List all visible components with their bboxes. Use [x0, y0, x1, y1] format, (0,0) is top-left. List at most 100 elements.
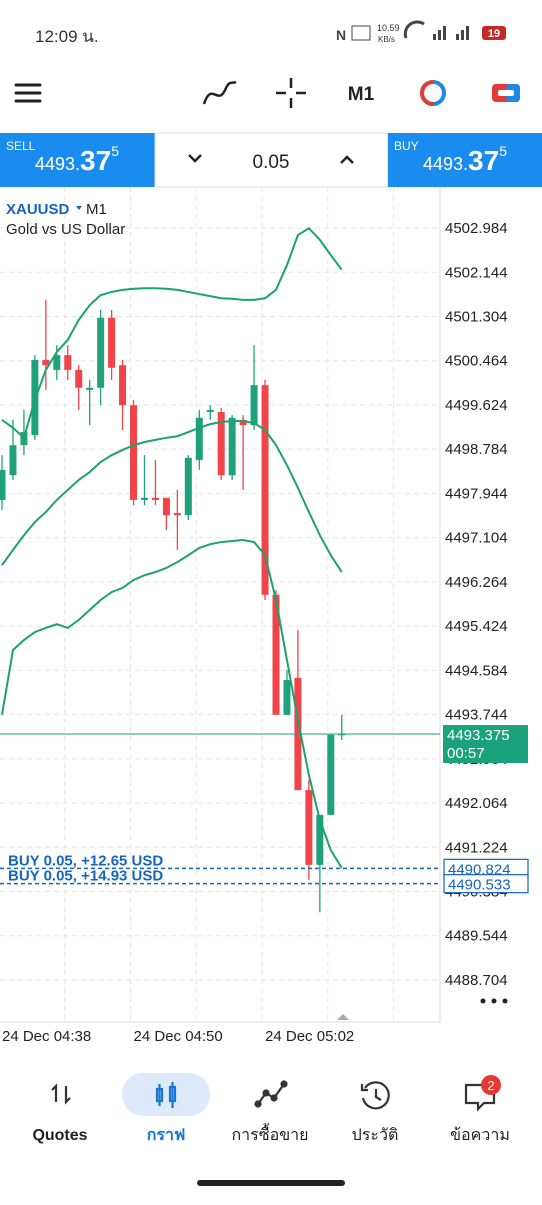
y-tick-label: 4502.984 [445, 220, 508, 237]
y-tick-label: 4494.584 [445, 662, 508, 679]
x-tick-label: 24 Dec 04:38 [2, 1028, 91, 1045]
badge-count: 2 [487, 1078, 494, 1093]
y-tick-label: 4497.944 [445, 485, 508, 502]
status-icons: N [336, 20, 506, 43]
candle-body [53, 355, 61, 370]
trade-icon [254, 1080, 288, 1108]
indicators-button[interactable] [202, 80, 237, 105]
candle-body [86, 387, 94, 390]
candle-body [261, 385, 269, 595]
y-tick-label: 4492.064 [445, 795, 508, 812]
grid [0, 187, 440, 1022]
candle-body [151, 497, 159, 500]
battery-level: 19 [488, 28, 500, 40]
symbol[interactable]: XAUUSD [6, 201, 70, 218]
y-tick-label: 4493.744 [445, 707, 508, 724]
band-line [1, 226, 343, 440]
trade-button[interactable] [420, 80, 446, 106]
band-line [1, 538, 343, 869]
position-label: BUY 0.05, +12.65 USD [8, 852, 163, 869]
sell-button[interactable] [0, 133, 155, 187]
quotes-icon [51, 1083, 71, 1105]
buy-button[interactable] [388, 133, 542, 187]
y-tick-label: 4502.144 [445, 264, 508, 281]
current-price-tag [443, 725, 528, 764]
position-label: BUY 0.05, +14.93 USD [8, 868, 163, 885]
y-tick-label: 4498.784 [445, 441, 508, 458]
nav-label[interactable]: Quotes [32, 1127, 87, 1144]
volume-down[interactable] [188, 154, 202, 163]
menu-button[interactable] [14, 83, 42, 103]
candle-body [140, 497, 148, 500]
x-tick-label: 24 Dec 04:50 [134, 1028, 223, 1045]
chart-timeframe: M1 [86, 201, 107, 218]
candle-body [173, 513, 181, 516]
axes: 4488.7044489.5444490.3844491.2244492.064… [2, 220, 508, 1045]
x-tick-label: 24 Dec 05:02 [265, 1028, 354, 1045]
chart-icon [155, 1082, 177, 1108]
candle-body [272, 594, 280, 715]
timeframe-button[interactable]: M1 [348, 84, 375, 105]
volume[interactable]: 0.05 [253, 152, 290, 173]
candle-body [184, 457, 192, 516]
y-tick-label: 4496.264 [445, 574, 508, 591]
candle-body [316, 814, 324, 865]
sell-price: 4493.375 [35, 143, 119, 176]
home-indicator [197, 1180, 345, 1186]
badge [481, 1075, 501, 1095]
y-tick-label: 4491.224 [445, 839, 508, 856]
y-tick-label: 4497.104 [445, 530, 508, 547]
shift-marker [337, 1014, 349, 1020]
symbol-dropdown[interactable] [76, 206, 82, 210]
current-price-label: 4493.375 [447, 727, 510, 744]
plot [0, 226, 346, 913]
candle-body [108, 317, 116, 368]
nav-label[interactable]: ประวัติ [352, 1127, 399, 1144]
y-tick-label: 4499.624 [445, 397, 508, 414]
symbol-description: Gold vs US Dollar [6, 221, 125, 238]
buy-label: BUY [394, 139, 419, 153]
candle-body [64, 355, 72, 370]
candle-body [217, 412, 225, 476]
candle-body [162, 497, 170, 516]
buy-price-sup: 5 [499, 143, 507, 159]
sell-price-sup: 5 [111, 143, 119, 159]
nav-label[interactable]: การซื้อขาย [231, 1123, 308, 1144]
buy-price: 4493.375 [423, 143, 507, 176]
sell-price-big: 37 [80, 145, 111, 176]
candle-body [206, 409, 214, 413]
nav-label[interactable]: ข้อความ [450, 1126, 510, 1144]
candle-body [250, 385, 258, 426]
sell-label: SELL [6, 139, 36, 153]
candle-body [130, 405, 138, 500]
more-button[interactable] [480, 998, 508, 1004]
history-icon [360, 1081, 390, 1110]
band-line [1, 419, 343, 573]
volume-up[interactable] [340, 155, 354, 164]
buy-price-big: 37 [468, 145, 499, 176]
y-tick-label: 4495.424 [445, 618, 508, 635]
candle-body [283, 680, 291, 715]
candle-body [0, 469, 6, 500]
buy-price-prefix: 4493. [423, 154, 468, 174]
candle-body [327, 734, 335, 815]
y-tick-label: 4500.464 [445, 353, 508, 370]
candle-body [75, 369, 83, 388]
y-tick-label: 4489.544 [445, 928, 508, 945]
candle-body [42, 359, 50, 366]
position-tag [443, 874, 529, 894]
candle-body [195, 417, 203, 460]
y-tick-label: 4488.704 [445, 972, 508, 989]
y-tick-label: 4501.304 [445, 308, 508, 325]
nav-label[interactable]: กราฟ [147, 1127, 186, 1144]
candle-body [305, 790, 313, 865]
sell-price-prefix: 4493. [35, 154, 80, 174]
crosshair-button[interactable] [276, 78, 306, 108]
candle-body [239, 419, 247, 426]
one-click-button[interactable] [492, 84, 520, 102]
active-tab-pill [122, 1073, 210, 1116]
candle-body [9, 445, 17, 476]
svg-text:N: N [336, 27, 346, 43]
candle-body [119, 365, 127, 406]
